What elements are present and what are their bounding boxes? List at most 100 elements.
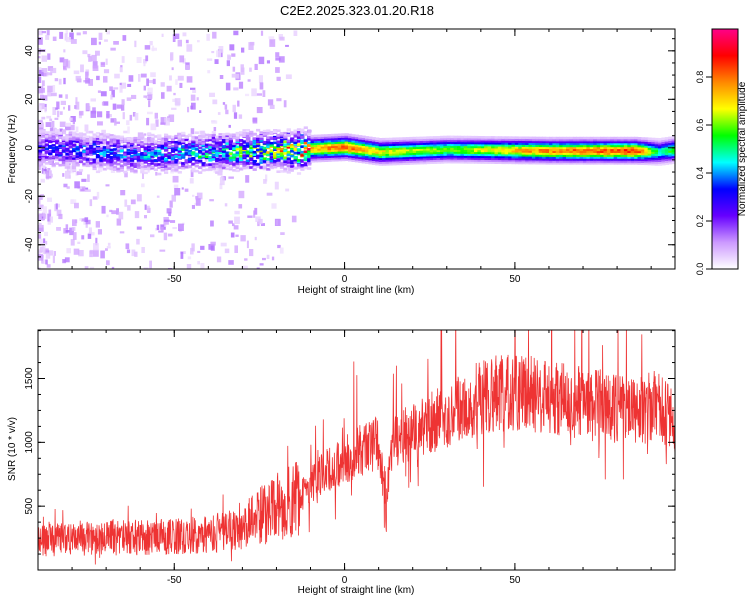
heatmap-cell (426, 142, 431, 145)
heatmap-cell (623, 148, 629, 152)
heatmap-cell (89, 130, 94, 134)
heatmap-cell (610, 152, 615, 155)
heatmap-cell (675, 140, 679, 143)
heatmap-cell (283, 149, 288, 153)
heatmap-cell (239, 131, 244, 134)
heatmap-cell (375, 139, 380, 143)
heatmap-cell (235, 166, 240, 169)
heatmap-cell (474, 141, 479, 145)
heatmap-cell (593, 156, 598, 159)
heatmap-speckle (111, 210, 117, 215)
heatmap-cell (589, 162, 594, 165)
heatmap-speckle (42, 95, 48, 101)
heatmap-cell (85, 162, 90, 166)
heatmap-cell (450, 137, 455, 141)
heatmap-cell (416, 152, 421, 155)
heatmap-cell (157, 141, 162, 145)
heatmap-cell (368, 136, 373, 140)
heatmap-cell (402, 143, 407, 146)
heatmap-speckle (191, 243, 195, 252)
heatmap-cell (334, 145, 339, 148)
heatmap-cell (504, 161, 509, 165)
heatmap-cell (440, 159, 445, 162)
heatmap-speckle (99, 155, 106, 159)
heatmap-cell (140, 134, 145, 137)
heatmap-cell (307, 167, 312, 170)
heatmap-cell (215, 145, 220, 148)
heatmap-cell (559, 142, 564, 146)
heatmap-speckle (114, 73, 120, 79)
heatmap-cell (303, 162, 308, 165)
heatmap-speckle (39, 94, 44, 100)
heatmap-cell (348, 147, 353, 150)
heatmap-speckle (293, 30, 298, 36)
heatmap-speckle (62, 58, 69, 67)
heatmap-cell (143, 161, 148, 164)
heatmap-cell (647, 155, 652, 158)
heatmap-cell (382, 139, 387, 143)
heatmap-cell (249, 154, 254, 158)
heatmap-speckle (38, 224, 44, 232)
heatmap-speckle (232, 66, 236, 72)
heatmap-cell (613, 142, 618, 146)
heatmap-cell (566, 162, 571, 165)
heatmap-cell (331, 157, 336, 160)
heatmap-cell (324, 151, 329, 155)
heatmap-cell (613, 160, 618, 163)
heatmap-cell (112, 144, 118, 147)
heatmap-speckle (267, 99, 274, 106)
heatmap-cell (266, 129, 271, 132)
heatmap-speckle (101, 205, 106, 214)
heatmap-cell (569, 152, 574, 155)
heatmap-cell (644, 143, 649, 146)
heatmap-cell (440, 155, 445, 158)
heatmap-cell (426, 138, 431, 141)
heatmap-cell (167, 141, 172, 145)
heatmap-cell (634, 144, 639, 148)
heatmap-cell (208, 148, 213, 152)
heatmap-cell (576, 140, 581, 144)
heatmap-cell (422, 153, 428, 157)
heatmap-speckle (199, 110, 202, 113)
heatmap-cell (596, 154, 601, 157)
heatmap-cell (296, 140, 302, 143)
heatmap-cell (341, 143, 346, 146)
heatmap-cell (65, 163, 70, 167)
heatmap-speckle (82, 50, 88, 55)
heatmap-cell (252, 153, 257, 156)
heatmap-cell (361, 137, 366, 141)
heatmap-cell (542, 144, 547, 148)
heatmap-cell (313, 148, 319, 151)
heatmap-cell (518, 136, 523, 140)
heatmap-cell (358, 137, 363, 140)
heatmap-cell (368, 154, 373, 157)
heatmap-cell (433, 161, 438, 164)
heatmap-cell (235, 141, 240, 145)
heatmap-cell (436, 157, 441, 160)
heatmap-cell (637, 142, 642, 146)
heatmap-cell (572, 158, 577, 161)
heatmap-cell (354, 136, 359, 140)
heatmap-cell (208, 133, 213, 137)
heatmap-cell (623, 142, 629, 146)
heatmap-cell (501, 155, 506, 159)
heatmap-cell (521, 140, 526, 143)
heatmap-cell (613, 148, 618, 152)
heatmap-cell (545, 148, 550, 151)
heatmap-cell (606, 142, 612, 146)
heatmap-cell (395, 141, 400, 144)
heatmap-cell (279, 135, 285, 139)
heatmap-cell (664, 146, 669, 150)
heatmap-cell (579, 140, 584, 144)
heatmap-cell (382, 145, 387, 149)
heatmap-speckle (238, 114, 243, 119)
heatmap-cell (399, 160, 404, 164)
heatmap-cell (433, 143, 438, 147)
heatmap-cell (559, 154, 564, 157)
heatmap-cell (491, 143, 496, 147)
heatmap-cell (440, 137, 445, 141)
heatmap-cell (671, 143, 675, 147)
heatmap-cell (55, 140, 60, 143)
heatmap-cell (436, 143, 441, 147)
